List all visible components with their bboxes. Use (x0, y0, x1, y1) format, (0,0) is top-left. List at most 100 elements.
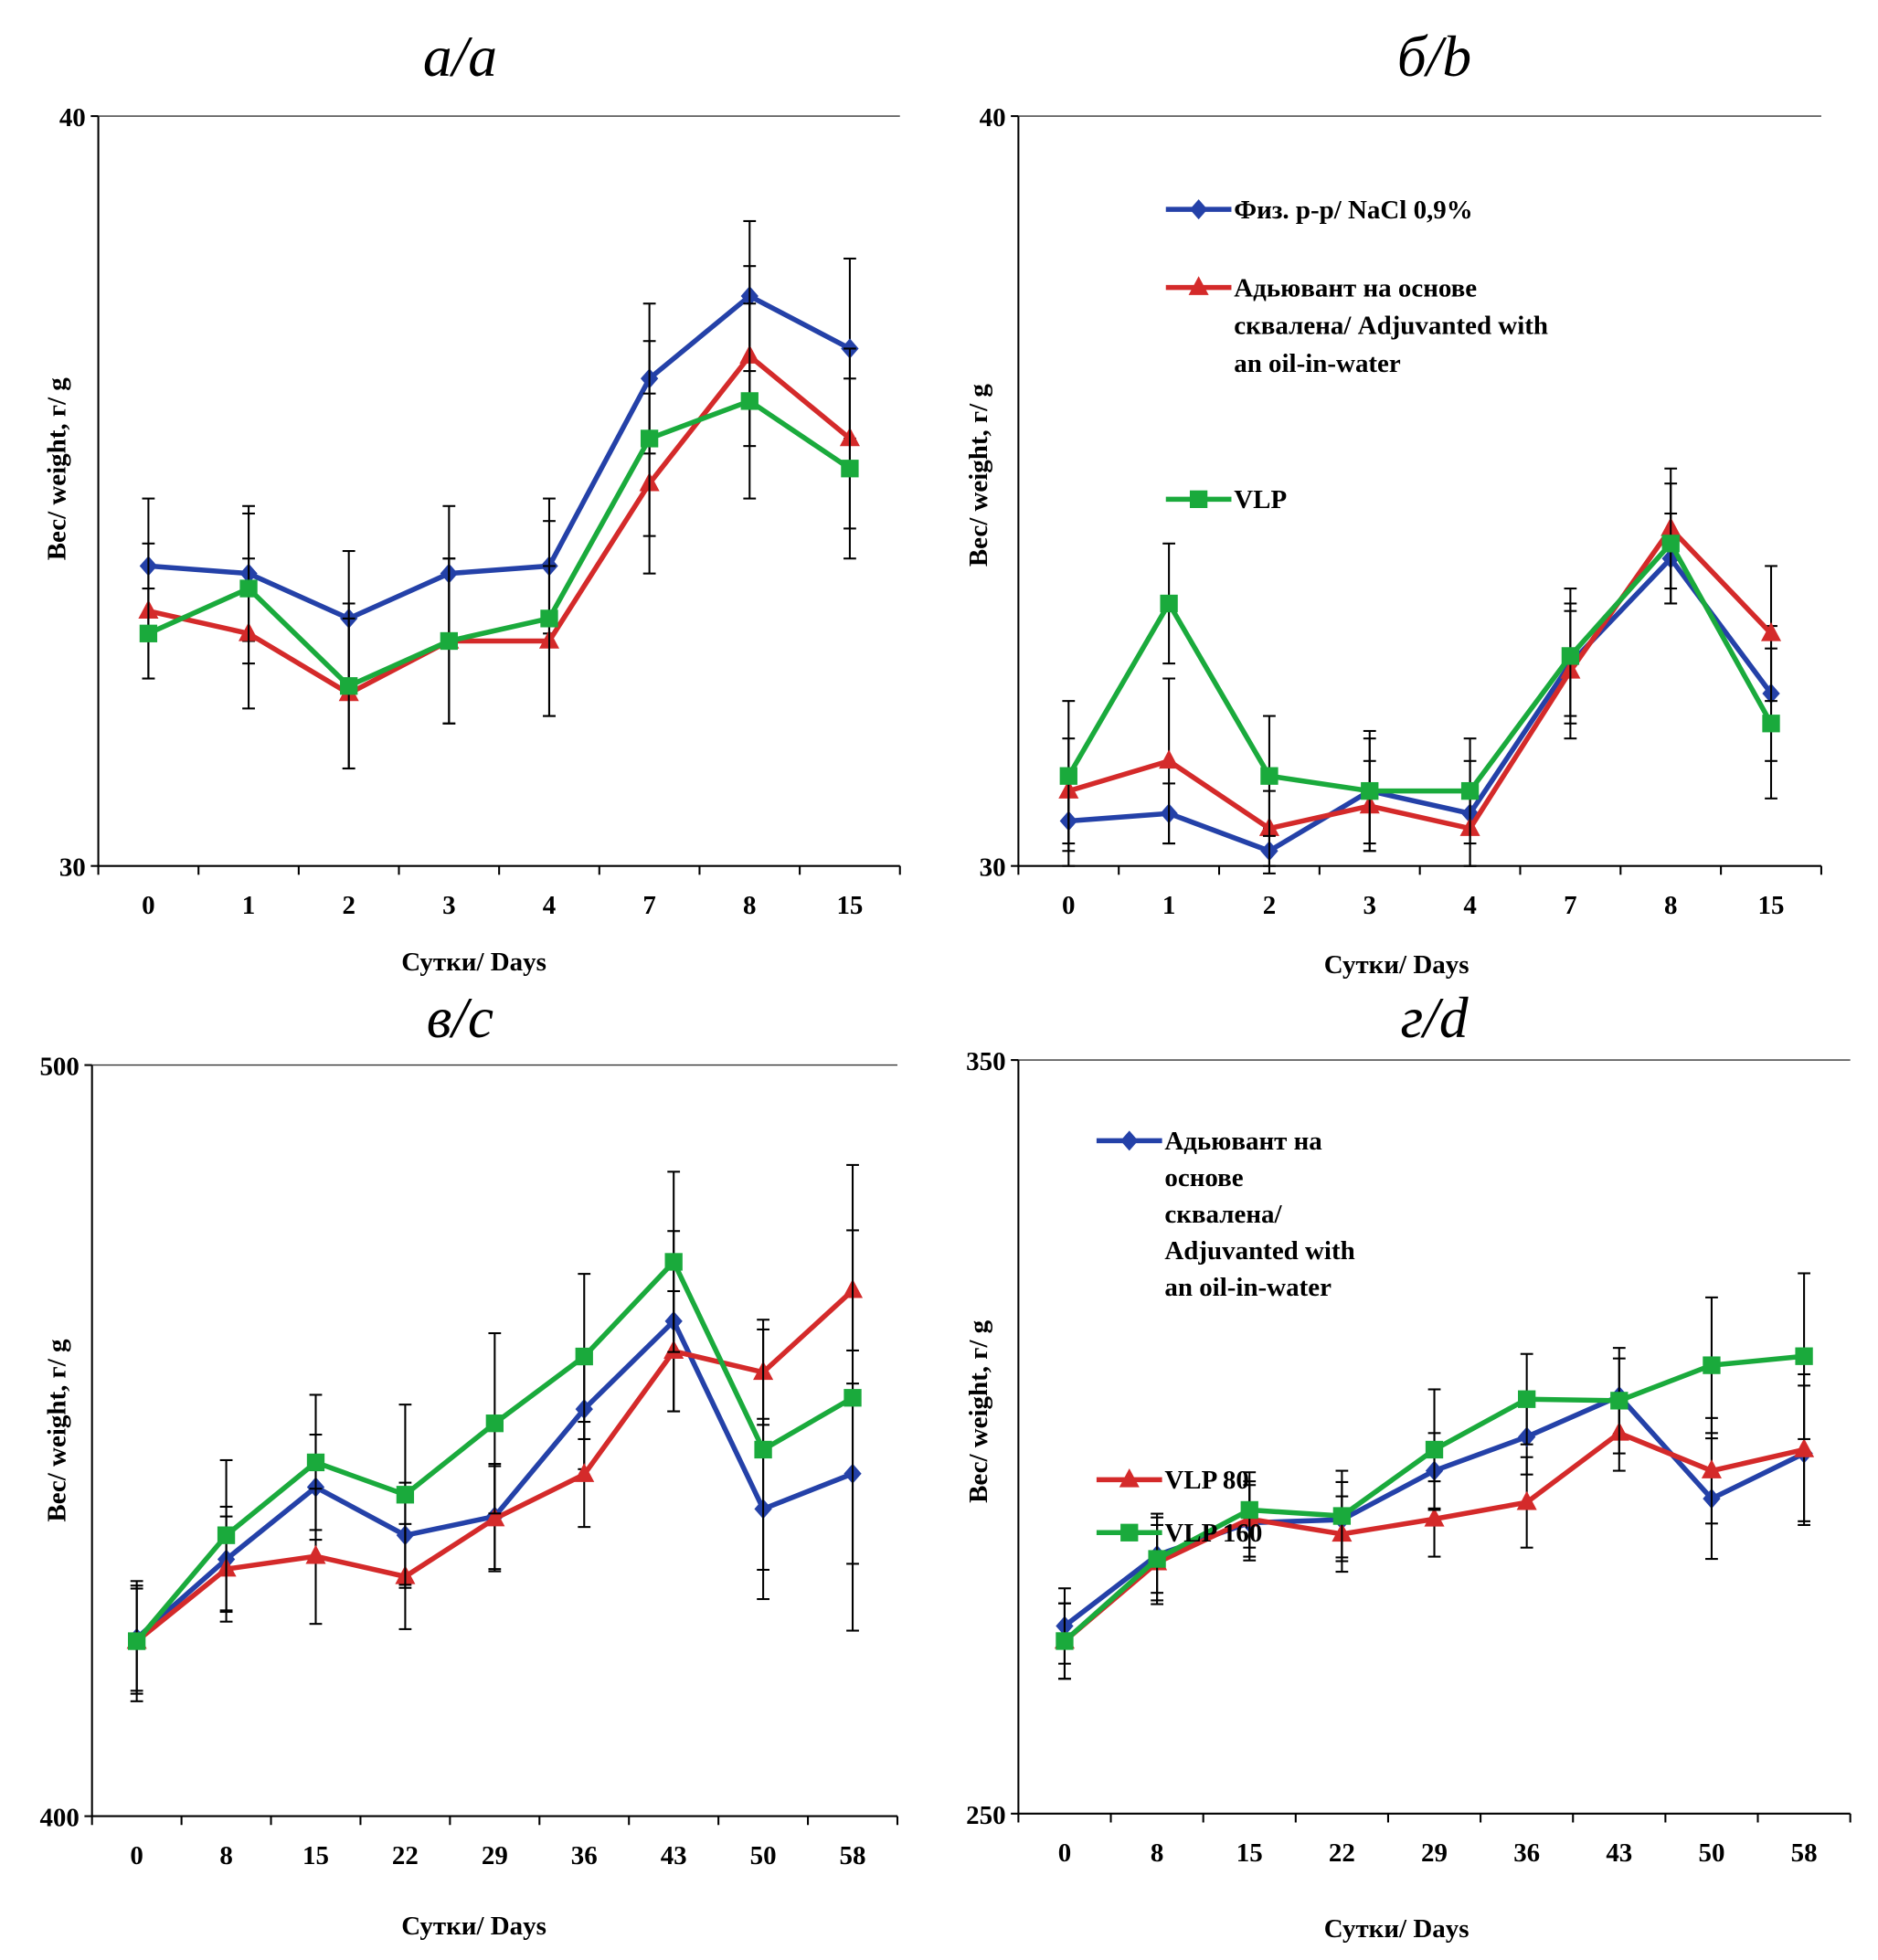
y-tick-label: 40 (980, 103, 1006, 132)
data-point-square (1160, 594, 1178, 613)
x-tick-label: 8 (1664, 891, 1677, 920)
x-tick-label: 8 (743, 891, 756, 920)
legend-label: Adjuvanted with (1164, 1236, 1354, 1266)
data-point-triangle (1119, 1467, 1140, 1488)
chart-title-b: б/b (1397, 24, 1471, 89)
legend-label: VLP 160 (1164, 1519, 1262, 1548)
y-tick-label: 30 (980, 853, 1006, 883)
x-tick-label: 8 (1151, 1838, 1163, 1868)
data-point-square (1610, 1392, 1629, 1410)
x-tick-label: 15 (1236, 1838, 1263, 1868)
legend-label: VLP 80 (1164, 1466, 1249, 1495)
data-point-square (1189, 490, 1208, 508)
legend-item: Адьювант на основе сквалена/ Adjuvanted w… (1165, 273, 1548, 378)
legend-label: an oil-in-water (1234, 349, 1401, 378)
legend-label: Физ. р-р/ NaCl 0,9% (1234, 196, 1473, 225)
data-point-square (1240, 1500, 1258, 1520)
x-tick-label: 15 (836, 891, 863, 920)
x-tick-label: 7 (1564, 891, 1576, 920)
data-point-square (1332, 1507, 1352, 1525)
data-point-square (127, 1632, 146, 1650)
data-point-square (740, 392, 759, 410)
series-line (148, 292, 852, 621)
chart-title-c: в/c (427, 985, 493, 1050)
series-3 (127, 1163, 862, 1702)
y-axis-label-a: Вес/ weight, г/ g (43, 377, 72, 561)
data-point-square (540, 609, 558, 628)
data-point-square (139, 624, 158, 642)
data-point-square (440, 631, 458, 651)
data-point-square (1561, 647, 1580, 665)
y-axis-label-d: Вес/ weight, г/ g (964, 1319, 993, 1503)
series-3 (139, 302, 859, 770)
legend-item: VLP (1165, 485, 1287, 514)
x-tick-label: 1 (242, 891, 255, 920)
legend: Адьювант на основе сквалена/Adjuvanted wit… (1096, 1127, 1355, 1548)
y-tick-label: 350 (966, 1047, 1005, 1076)
x-axis-label-b: Сутки/ Days (1324, 950, 1470, 980)
x-axis-label-d: Сутки/ Days (1324, 1914, 1470, 1944)
x-tick-label: 29 (1421, 1838, 1448, 1868)
x-tick-label: 0 (1058, 1838, 1071, 1868)
data-point-triangle (1701, 1459, 1722, 1478)
y-tick-label: 40 (59, 103, 86, 132)
x-tick-label: 22 (392, 1841, 419, 1870)
data-point-square (640, 429, 659, 448)
data-point-diamond (1120, 1130, 1139, 1151)
x-tick-label: 36 (571, 1841, 598, 1870)
data-point-square (1260, 767, 1279, 785)
legend-label: Адьювант на основе (1234, 273, 1477, 302)
data-point-square (1120, 1523, 1139, 1542)
data-point-triangle (574, 1463, 595, 1482)
x-tick-label: 43 (1606, 1838, 1632, 1868)
legend-label: сквалена/ (1164, 1200, 1282, 1229)
y-tick-label: 30 (59, 853, 86, 883)
x-tick-label: 4 (1463, 891, 1476, 920)
x-tick-label: 0 (142, 891, 154, 920)
data-point-triangle (305, 1544, 326, 1564)
chart-c: 0 8 15 22 29 36 43 50 58 400 500 (39, 1053, 899, 1870)
x-tick-label: 29 (482, 1841, 508, 1870)
y-axis-label-c: Вес/ weight, г/ g (43, 1339, 72, 1522)
chart-title-d: г/d (1400, 985, 1468, 1050)
data-point-square (1148, 1550, 1166, 1568)
legend: Физ. р-р/ NaCl 0,9% Адьювант на основе скв… (1165, 196, 1548, 514)
series-line (147, 397, 852, 690)
data-point-square (1425, 1440, 1444, 1459)
data-point-square (844, 1389, 862, 1407)
x-axis-label-a: Сутки/ Days (401, 948, 546, 977)
series-line (147, 352, 852, 697)
x-tick-label: 50 (1698, 1838, 1724, 1868)
data-point-square (239, 579, 258, 598)
series-2 (138, 265, 860, 770)
x-tick-label: 2 (342, 891, 355, 920)
x-tick-label: 7 (642, 891, 655, 920)
data-point-square (340, 677, 358, 695)
series-3 (1056, 1272, 1813, 1680)
data-point-square (1661, 535, 1680, 553)
x-tick-label: 15 (302, 1841, 329, 1870)
x-tick-label: 36 (1513, 1838, 1540, 1868)
data-point-triangle (1794, 1438, 1815, 1457)
data-point-square (396, 1486, 415, 1504)
x-tick-label: 22 (1329, 1838, 1355, 1868)
legend-item: Физ. р-р/ NaCl 0,9% (1165, 196, 1473, 225)
y-tick-label: 500 (39, 1053, 79, 1082)
data-point-square (1762, 715, 1780, 733)
x-tick-label: 4 (543, 891, 556, 920)
x-tick-label: 50 (750, 1841, 777, 1870)
chart-b: 0 1 2 3 4 7 8 15 30 40 Физ. р-р/ NaCl 0,9% Адьювант… (980, 103, 1822, 920)
x-tick-label: 15 (1758, 891, 1785, 920)
x-tick-label: 58 (1791, 1838, 1818, 1868)
series-line (1068, 554, 1774, 854)
chart-title-a: а/a (423, 24, 497, 89)
legend-label: VLP (1234, 485, 1287, 514)
data-point-triangle (1188, 276, 1209, 295)
data-point-square (1056, 1632, 1074, 1650)
data-point-triangle (484, 1507, 505, 1527)
x-tick-label: 0 (130, 1841, 143, 1870)
data-point-square (485, 1414, 504, 1433)
x-tick-label: 43 (661, 1841, 687, 1870)
legend-label: сквалена/ Adjuvanted with (1234, 312, 1548, 341)
